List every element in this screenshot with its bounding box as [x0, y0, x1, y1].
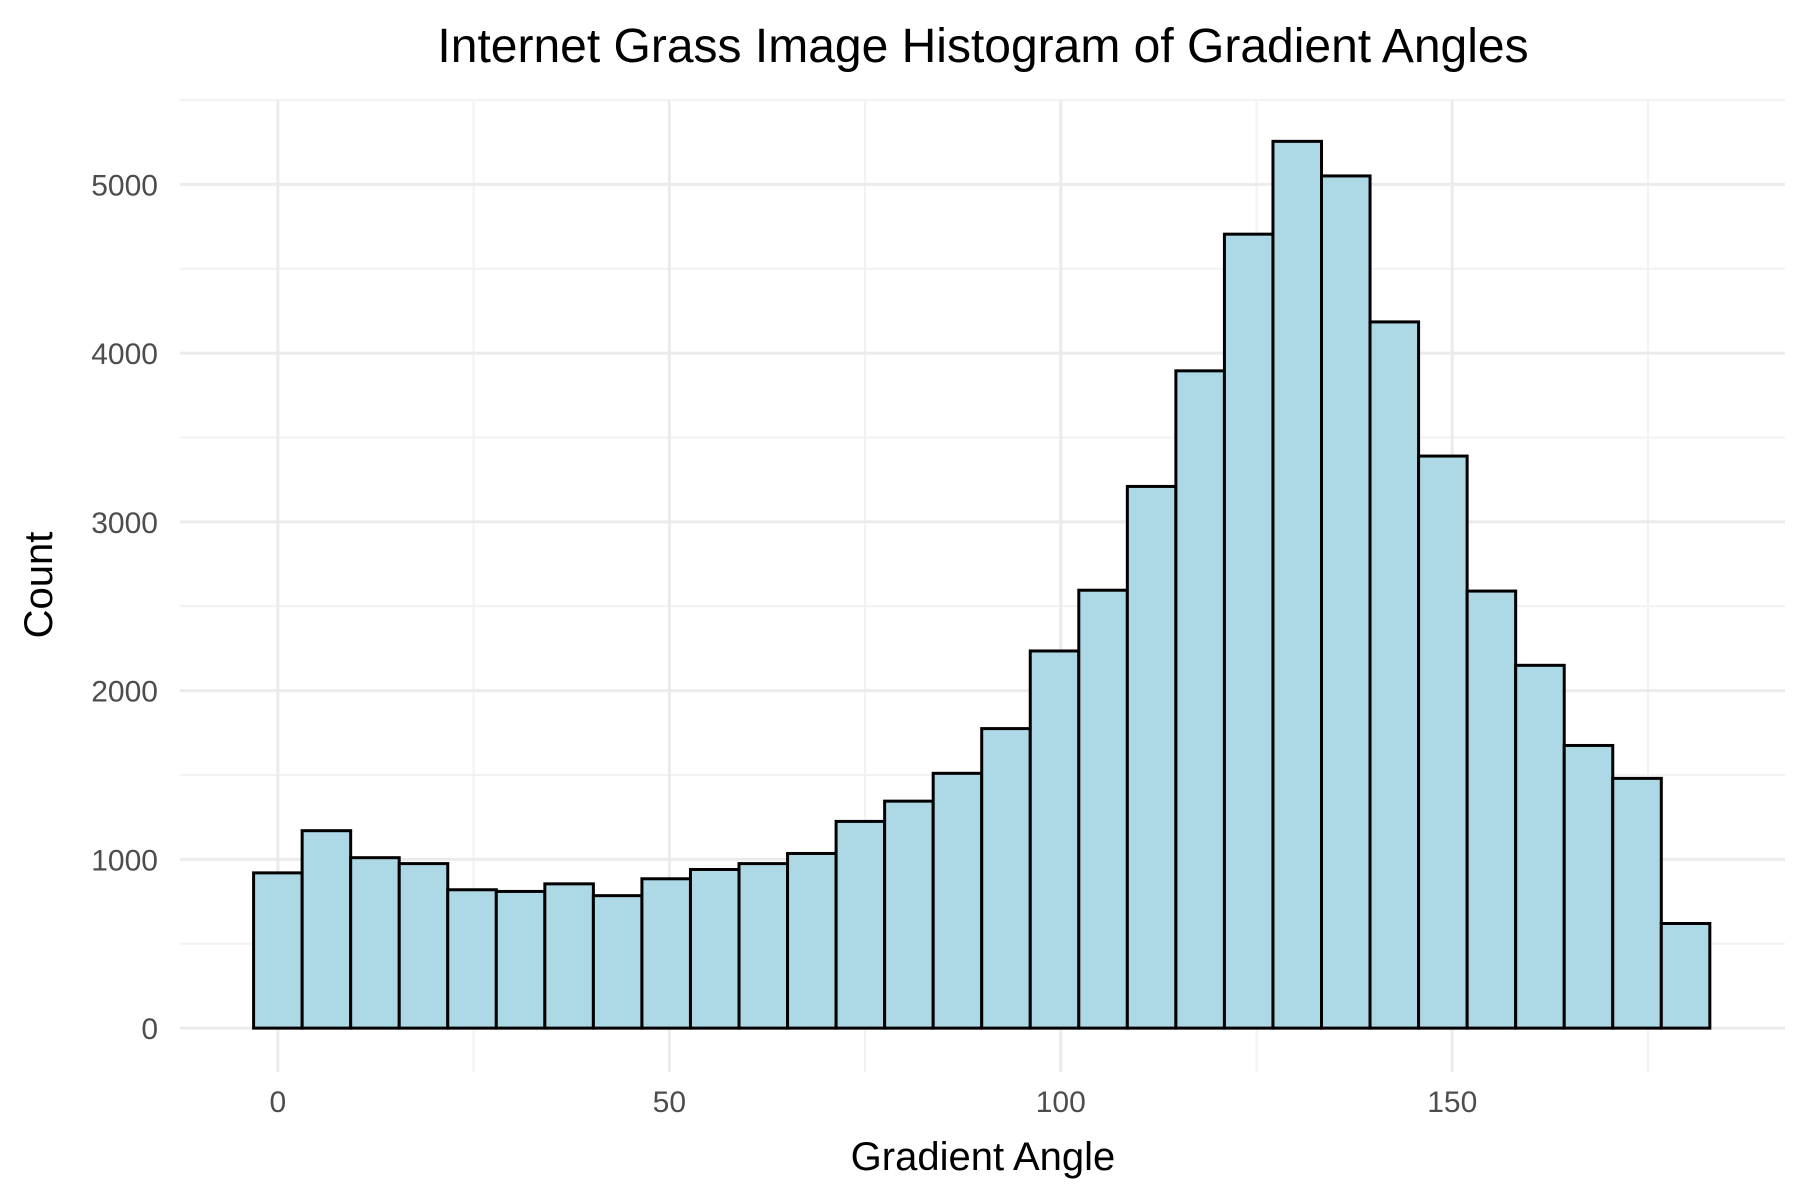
y-tick-label: 4000: [91, 338, 158, 371]
histogram-bar: [1514, 663, 1566, 1030]
histogram-bar: [252, 871, 304, 1030]
histogram-bar: [300, 829, 353, 1030]
histogram-bar: [1368, 320, 1421, 1030]
histogram-bar: [1077, 588, 1129, 1030]
chart-title: Internet Grass Image Histogram of Gradie…: [437, 20, 1528, 73]
histogram-bar: [1465, 589, 1518, 1030]
histogram-bar: [688, 868, 741, 1030]
histogram-bar: [1611, 776, 1663, 1030]
x-tick-label: 100: [1036, 1086, 1086, 1119]
x-axis-title: Gradient Angle: [851, 1135, 1116, 1179]
ticks-layer: 0 50 100 150 0 1000 2000 3000 4000 5000: [91, 169, 1477, 1119]
histogram-bar: [543, 882, 595, 1030]
histogram-bar: [1320, 174, 1372, 1030]
y-tick-label: 2000: [91, 676, 158, 709]
y-tick-label: 5000: [91, 169, 158, 202]
x-tick-label: 50: [653, 1086, 686, 1119]
histogram-bar: [640, 877, 692, 1030]
histogram-bar: [446, 888, 498, 1030]
histogram-bar: [980, 727, 1032, 1030]
histogram-bar: [591, 894, 644, 1030]
histogram-bar: [883, 799, 935, 1030]
histogram-bar: [1271, 139, 1324, 1030]
histogram-bar: [494, 889, 547, 1030]
histogram-bar: [931, 771, 984, 1030]
histogram-bar: [1417, 454, 1469, 1030]
histogram-bar: [1562, 743, 1615, 1030]
x-tick-label: 0: [270, 1086, 287, 1119]
histogram-bar: [786, 851, 838, 1030]
histogram-bar: [737, 862, 790, 1030]
y-tick-label: 0: [141, 1013, 158, 1046]
histogram-bar: [349, 856, 401, 1030]
x-tick-label: 150: [1427, 1086, 1477, 1119]
histogram-bar: [834, 819, 887, 1030]
histogram-bar: [1125, 484, 1178, 1030]
histogram-bar: [397, 862, 450, 1030]
histogram-bar: [1174, 369, 1226, 1030]
y-axis-title: Count: [17, 532, 61, 639]
y-tick-label: 3000: [91, 507, 158, 540]
histogram-bar: [1659, 922, 1712, 1030]
histogram-bar: [1222, 232, 1275, 1030]
bars-layer: [252, 139, 1712, 1030]
histogram-bar: [1028, 649, 1081, 1030]
y-tick-label: 1000: [91, 844, 158, 877]
